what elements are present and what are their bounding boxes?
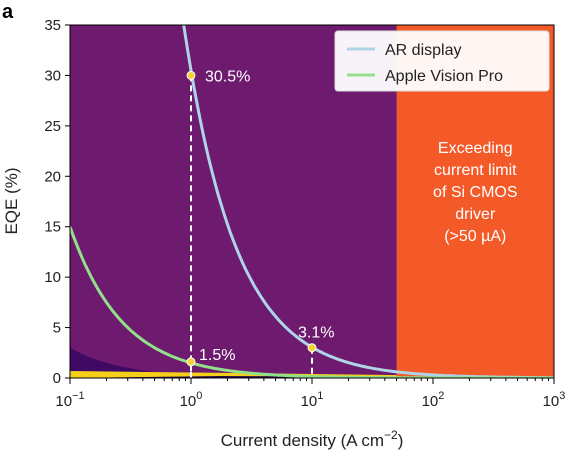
x-axis-title: Current density (A cm−2) (221, 428, 404, 450)
y-axis-title: EQE (%) (2, 167, 21, 234)
x-tick-base: 10 (180, 393, 197, 410)
x-tick-base: 10 (422, 393, 439, 410)
x-tick-label: 103 (543, 390, 566, 410)
y-tick-label: 15 (44, 219, 61, 236)
current-limit-text-line: (>50 µA) (444, 228, 506, 245)
x-tick-base: 10 (543, 393, 560, 410)
data-points (186, 70, 317, 367)
x-axis-title-main: Current density (A cm (221, 431, 384, 450)
x-tick-exponent: −1 (72, 390, 85, 402)
x-axis: 10−1 100 101 102 103 (55, 378, 565, 410)
x-tick-exponent: 1 (317, 390, 323, 402)
legend-entry: Apple Vision Pro (385, 68, 503, 85)
y-tick-label: 30 (44, 67, 61, 84)
x-tick-label: 101 (301, 390, 324, 410)
data-point (307, 343, 317, 353)
x-tick-base: 10 (55, 393, 72, 410)
x-tick-label: 100 (180, 390, 203, 410)
data-point (186, 357, 196, 367)
y-tick-label: 25 (44, 118, 61, 135)
x-axis-title-end: ) (398, 431, 404, 450)
x-tick-label: 102 (422, 390, 445, 410)
current-limit-text-line: of Si CMOS (433, 184, 517, 201)
y-tick-label: 5 (53, 320, 61, 337)
point-label: 3.1% (298, 325, 334, 342)
legend: AR display Apple Vision Pro (334, 30, 550, 92)
x-tick-exponent: 3 (559, 390, 565, 402)
current-limit-text-line: driver (455, 206, 496, 223)
x-tick-exponent: 2 (438, 390, 444, 402)
current-limit-text-line: Exceeding (438, 140, 513, 157)
x-tick-exponent: 0 (196, 390, 202, 402)
y-tick-label: 10 (44, 269, 61, 286)
x-tick-base: 10 (301, 393, 318, 410)
data-point (186, 70, 196, 80)
current-limit-text: Exceeding current limit of Si CMOS driver (>… (433, 140, 517, 245)
y-tick-label: 0 (53, 370, 61, 387)
y-axis: 0 5 10 15 20 25 30 35 (44, 17, 70, 387)
x-tick-label: 10−1 (55, 390, 84, 410)
panel-label: a (2, 1, 14, 23)
x-axis-title-superscript: −2 (384, 428, 398, 442)
legend-box (334, 30, 550, 92)
current-limit-text-line: current limit (434, 162, 517, 179)
point-label: 1.5% (199, 347, 235, 364)
y-tick-label: 35 (44, 17, 61, 34)
point-label: 30.5% (205, 68, 250, 85)
point-annotations: 30.5% 1.5% 3.1% (199, 68, 334, 363)
plot-area (70, 25, 554, 378)
y-tick-label: 20 (44, 168, 61, 185)
legend-entry: AR display (385, 42, 461, 59)
